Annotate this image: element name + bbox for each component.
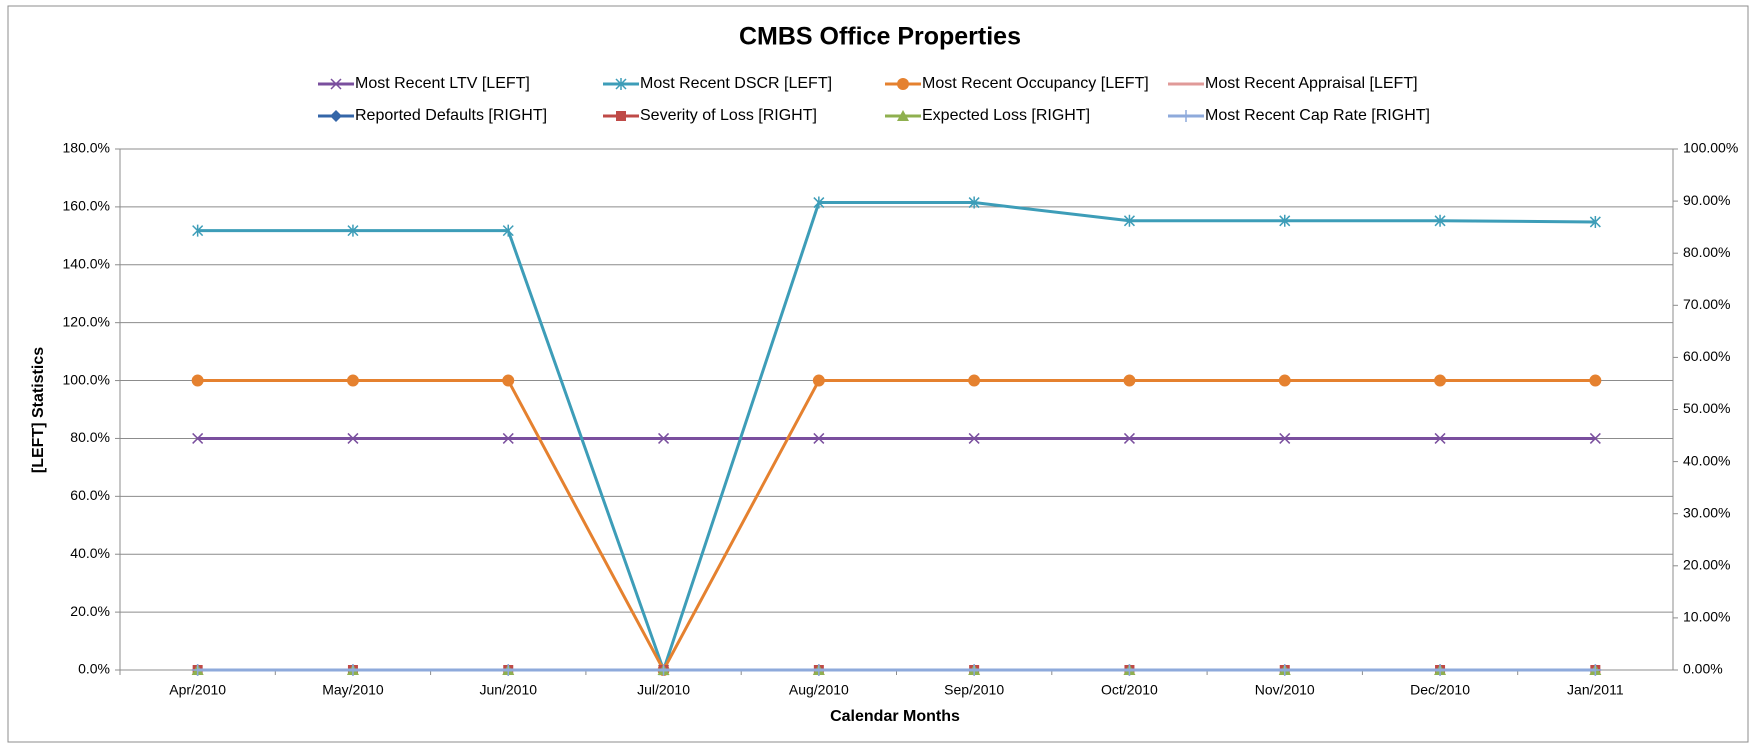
marker bbox=[615, 78, 627, 90]
marker bbox=[968, 664, 981, 676]
x-axis-title: Calendar Months bbox=[830, 708, 960, 725]
y2-tick-label: 80.00% bbox=[1683, 244, 1730, 260]
marker bbox=[1589, 432, 1601, 444]
x-tick-label: Aug/2010 bbox=[789, 682, 849, 698]
legend-item: Most Recent DSCR [LEFT] bbox=[603, 75, 832, 92]
marker bbox=[502, 664, 515, 676]
y2-tick-label: 100.00% bbox=[1683, 140, 1738, 156]
marker bbox=[1123, 374, 1136, 387]
x-tick-label: Sep/2010 bbox=[944, 682, 1004, 698]
legend-item: Most Recent Appraisal [LEFT] bbox=[1168, 75, 1418, 92]
marker bbox=[502, 432, 514, 444]
x-tick-label: Jul/2010 bbox=[637, 682, 690, 698]
marker bbox=[192, 432, 204, 444]
marker bbox=[968, 374, 981, 387]
legend-item: Most Recent Occupancy [LEFT] bbox=[885, 75, 1149, 92]
marker bbox=[330, 110, 342, 122]
legend-item: Severity of Loss [RIGHT] bbox=[603, 107, 817, 124]
x-tick-label: Jan/2011 bbox=[1567, 682, 1624, 698]
marker bbox=[347, 432, 359, 444]
marker bbox=[897, 78, 909, 90]
series-line bbox=[197, 379, 1596, 674]
marker bbox=[968, 196, 980, 209]
y-tick-label: 60.0% bbox=[70, 487, 110, 503]
marker bbox=[191, 374, 204, 387]
marker bbox=[1589, 374, 1602, 387]
marker bbox=[813, 196, 825, 209]
legend-label: Most Recent Cap Rate [RIGHT] bbox=[1205, 107, 1430, 124]
y2-tick-label: 20.00% bbox=[1683, 557, 1730, 573]
y-tick-label: 180.0% bbox=[63, 140, 110, 156]
marker bbox=[502, 224, 514, 237]
legend-label: Most Recent LTV [LEFT] bbox=[355, 75, 530, 92]
y-tick-label: 20.0% bbox=[70, 603, 110, 619]
legend-label: Severity of Loss [RIGHT] bbox=[640, 107, 817, 124]
marker bbox=[658, 432, 670, 444]
y2-tick-label: 60.00% bbox=[1683, 348, 1730, 364]
marker bbox=[1434, 374, 1447, 387]
marker bbox=[192, 224, 204, 237]
x-tick-label: May/2010 bbox=[322, 682, 384, 698]
marker bbox=[1278, 664, 1291, 676]
marker bbox=[502, 374, 515, 387]
legend-item: Reported Defaults [RIGHT] bbox=[318, 107, 547, 124]
marker bbox=[812, 664, 825, 676]
series-line bbox=[197, 201, 1596, 675]
legend-item: Most Recent Cap Rate [RIGHT] bbox=[1168, 107, 1430, 124]
y-tick-label: 80.0% bbox=[70, 429, 110, 445]
marker bbox=[813, 432, 825, 444]
marker bbox=[1589, 664, 1602, 676]
y-tick-label: 100.0% bbox=[63, 371, 110, 387]
y2-tick-label: 0.00% bbox=[1683, 661, 1723, 677]
y2-tick-label: 30.00% bbox=[1683, 504, 1730, 520]
y2-tick-label: 40.00% bbox=[1683, 452, 1730, 468]
y-axis-title: [LEFT] Statistics bbox=[30, 347, 47, 473]
legend-label: Most Recent Occupancy [LEFT] bbox=[922, 75, 1149, 92]
marker bbox=[897, 110, 909, 121]
legend-label: Most Recent Appraisal [LEFT] bbox=[1205, 75, 1418, 92]
chart-frame bbox=[7, 5, 1749, 743]
marker bbox=[1279, 432, 1291, 444]
marker bbox=[1434, 214, 1446, 227]
y2-tick-label: 10.00% bbox=[1683, 609, 1730, 625]
y-tick-label: 160.0% bbox=[63, 198, 110, 214]
marker bbox=[330, 78, 342, 90]
x-tick-label: Oct/2010 bbox=[1101, 682, 1158, 698]
marker bbox=[347, 224, 359, 237]
x-tick-label: Nov/2010 bbox=[1255, 682, 1315, 698]
marker bbox=[346, 664, 359, 676]
x-tick-label: Jun/2010 bbox=[479, 682, 537, 698]
marker bbox=[1434, 664, 1447, 676]
legend-label: Expected Loss [RIGHT] bbox=[922, 107, 1090, 124]
marker bbox=[1180, 110, 1192, 122]
legend-label: Most Recent DSCR [LEFT] bbox=[640, 75, 832, 92]
x-tick-label: Dec/2010 bbox=[1410, 682, 1470, 698]
marker bbox=[1123, 664, 1136, 676]
marker bbox=[1123, 214, 1135, 227]
marker bbox=[191, 664, 204, 676]
marker bbox=[346, 374, 359, 387]
marker bbox=[1434, 432, 1446, 444]
marker bbox=[616, 111, 626, 121]
marker bbox=[968, 432, 980, 444]
legend-item: Most Recent LTV [LEFT] bbox=[318, 75, 530, 92]
marker bbox=[1123, 432, 1135, 444]
marker bbox=[1279, 214, 1291, 227]
marker bbox=[812, 374, 825, 387]
y-tick-label: 120.0% bbox=[63, 313, 110, 329]
x-tick-label: Apr/2010 bbox=[169, 682, 226, 698]
y-tick-label: 140.0% bbox=[63, 255, 110, 271]
y-tick-label: 0.0% bbox=[78, 661, 110, 677]
marker bbox=[657, 664, 670, 676]
marker bbox=[1278, 374, 1291, 387]
y2-tick-label: 90.00% bbox=[1683, 192, 1730, 208]
legend-item: Expected Loss [RIGHT] bbox=[885, 107, 1090, 124]
y2-tick-label: 70.00% bbox=[1683, 296, 1730, 312]
y2-tick-label: 50.00% bbox=[1683, 400, 1730, 416]
legend-label: Reported Defaults [RIGHT] bbox=[355, 107, 547, 124]
chart-title: CMBS Office Properties bbox=[739, 23, 1021, 51]
marker bbox=[1589, 215, 1601, 228]
y-tick-label: 40.0% bbox=[70, 545, 110, 561]
